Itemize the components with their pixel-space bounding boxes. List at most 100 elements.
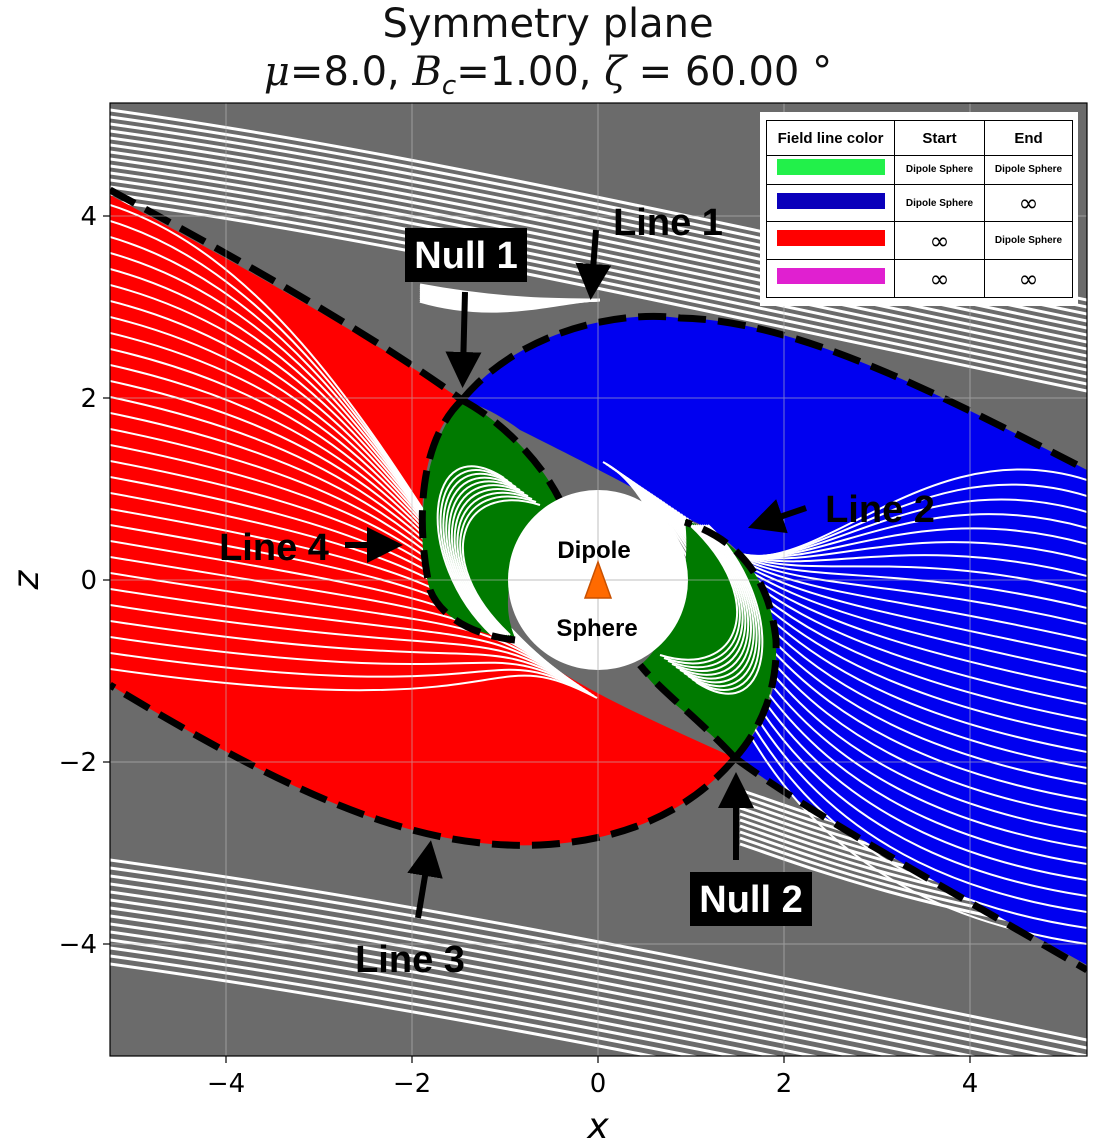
legend-table: Field line color Start End Dipole Sphere… xyxy=(766,120,1073,298)
green-field-line xyxy=(695,524,764,695)
gray-field-line xyxy=(110,192,1087,386)
gray-field-line xyxy=(110,199,1087,393)
green-field-line xyxy=(436,465,505,636)
gray-field-line xyxy=(110,898,978,1056)
null1-arrow xyxy=(445,291,482,388)
title-line-1: Symmetry plane xyxy=(382,1,714,47)
legend-row-red: ∞ Dipole Sphere xyxy=(766,221,1073,261)
null1-label-box xyxy=(405,228,527,282)
red-swatch xyxy=(776,230,885,247)
y-tick-label: 4 xyxy=(80,202,97,232)
gray-field-line xyxy=(110,866,1087,1050)
green-field-line xyxy=(461,499,541,636)
line1-label: Line 1 xyxy=(613,202,723,244)
gray-field-line xyxy=(110,922,861,1056)
null1-label: Null 1 xyxy=(414,235,517,277)
gray-field-line xyxy=(110,882,1056,1056)
gray-field-line xyxy=(110,954,701,1056)
legend-end: Dipole Sphere xyxy=(984,221,1073,261)
title-line-2: μ=8.0, Bc=1.00, ζ = 60.00 ° xyxy=(0,50,1096,108)
legend-start: ∞ xyxy=(894,221,985,261)
gray-field-line xyxy=(110,890,1017,1056)
gray-field-line xyxy=(110,938,781,1056)
x-tick-label: −4 xyxy=(207,1069,245,1099)
gray-field-line xyxy=(110,946,741,1056)
red-field-line xyxy=(110,652,595,697)
red-field-line xyxy=(110,508,568,679)
x-tick-label: −2 xyxy=(393,1069,431,1099)
zeta-value: = 60.00 ° xyxy=(625,49,833,95)
gray-field-line xyxy=(110,858,1087,1042)
line4-label: Line 4 xyxy=(219,527,329,569)
gray-field-line xyxy=(110,150,1087,344)
y-tick-label: −4 xyxy=(59,930,97,960)
gray-field-line xyxy=(110,906,939,1056)
gray-field-line xyxy=(110,157,1087,351)
green-field-line xyxy=(450,484,525,636)
red-field-line xyxy=(110,556,577,685)
gray-field-line xyxy=(110,178,1087,372)
line3-label: Line 3 xyxy=(355,939,465,981)
red-field-line xyxy=(110,540,574,683)
y-tick-label: 0 xyxy=(80,566,97,596)
magenta-swatch xyxy=(776,268,885,285)
x-tick-label: 2 xyxy=(776,1069,793,1099)
gray-field-line xyxy=(419,298,601,313)
null2-label-box xyxy=(690,872,812,926)
green-field-line xyxy=(683,524,755,684)
green-field-line xyxy=(667,524,744,668)
green-field-line xyxy=(445,476,517,636)
gray-field-line xyxy=(110,962,660,1056)
red-field-line xyxy=(110,572,580,687)
null2-label: Null 2 xyxy=(699,879,802,921)
red-field-line xyxy=(110,604,586,691)
mu-value: =8.0, xyxy=(289,49,413,95)
legend-end: Dipole Sphere xyxy=(984,155,1073,185)
gray-field-line xyxy=(110,874,1087,1056)
green-field-line xyxy=(675,524,750,676)
x-tick-label: 4 xyxy=(962,1069,979,1099)
legend-end: ∞ xyxy=(984,183,1073,223)
red-field-line xyxy=(110,668,598,699)
line2-label: Line 2 xyxy=(825,489,935,531)
line3-arrow xyxy=(407,840,443,919)
mu-symbol: μ xyxy=(263,49,290,95)
sphere-label-bottom: Sphere xyxy=(556,615,637,642)
blue-field-line xyxy=(638,485,1087,753)
y-axis-label: z xyxy=(6,569,47,590)
legend-start: Dipole Sphere xyxy=(894,183,985,223)
x-axis-label: x xyxy=(586,1106,609,1147)
gray-field-line xyxy=(110,914,900,1056)
sphere-label-top: Dipole xyxy=(557,537,630,564)
line1-arrow xyxy=(575,229,612,300)
ticks xyxy=(103,215,971,1063)
blue-swatch xyxy=(776,192,885,209)
legend-row-green: Dipole Sphere Dipole Sphere xyxy=(766,155,1073,185)
gray-field-line xyxy=(110,185,1087,379)
legend-start: ∞ xyxy=(894,259,985,298)
y-tick-label: −2 xyxy=(59,748,97,778)
green-field-line xyxy=(456,492,533,636)
gray-field-line xyxy=(110,171,1087,365)
legend-header: Field line color xyxy=(766,120,895,156)
legend-header: Start xyxy=(894,120,985,156)
green-field-line xyxy=(671,524,747,672)
b-symbol: B xyxy=(412,49,442,95)
legend-row-blue: Dipole Sphere ∞ xyxy=(766,183,1073,223)
legend-end: ∞ xyxy=(984,259,1073,298)
line2-arrow xyxy=(747,499,807,534)
green-field-line xyxy=(679,524,752,680)
green-field-line xyxy=(442,472,513,636)
green-field-lines xyxy=(436,465,764,695)
green-field-line xyxy=(687,524,758,688)
green-field-line xyxy=(459,495,537,636)
legend-header: End xyxy=(984,120,1073,156)
zeta-symbol: ζ xyxy=(604,49,626,95)
green-field-line xyxy=(453,488,529,636)
red-field-line xyxy=(110,636,592,695)
dipole-triangle-icon xyxy=(583,559,613,599)
red-field-line xyxy=(110,588,583,689)
green-field-line xyxy=(691,524,761,691)
green-field-line xyxy=(439,469,509,636)
